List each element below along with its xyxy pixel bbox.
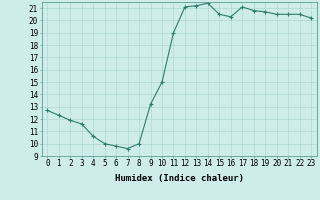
X-axis label: Humidex (Indice chaleur): Humidex (Indice chaleur) xyxy=(115,174,244,183)
